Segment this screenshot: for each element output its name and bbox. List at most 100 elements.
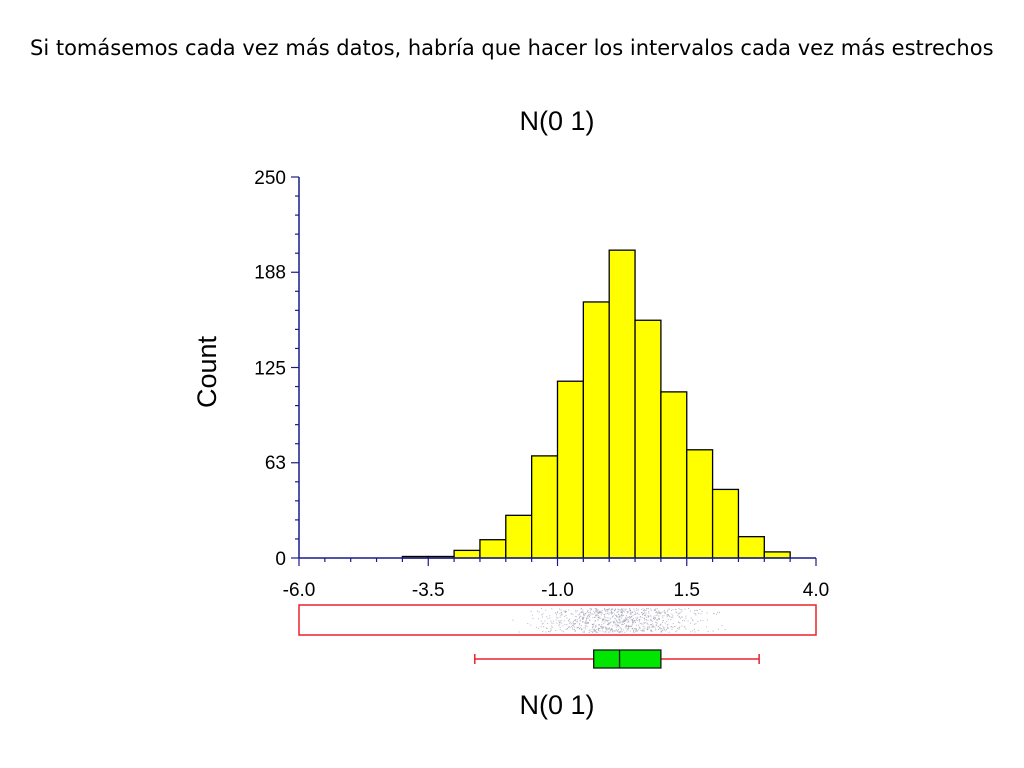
strip-point [612, 612, 614, 614]
strip-point [560, 609, 562, 611]
strip-point [658, 610, 660, 612]
strip-point [608, 619, 610, 621]
strip-point [592, 631, 594, 633]
strip-point [646, 622, 648, 624]
strip-point [589, 608, 591, 610]
strip-point [592, 613, 594, 615]
strip-point [606, 617, 608, 619]
strip-point [636, 617, 638, 619]
strip-point [615, 630, 617, 632]
strip-point [666, 620, 668, 622]
strip-point [699, 609, 701, 611]
strip-point [649, 627, 651, 629]
strip-point [535, 626, 537, 628]
strip-point [712, 630, 714, 632]
strip-point [620, 614, 622, 616]
strip-point [681, 625, 683, 627]
strip-point [621, 613, 623, 615]
strip-point [598, 624, 600, 626]
strip-point [650, 614, 652, 616]
strip-point [659, 628, 661, 630]
strip-point [574, 626, 576, 628]
strip-point [653, 609, 655, 611]
strip-point [582, 618, 584, 620]
strip-point [631, 611, 633, 613]
strip-point [624, 620, 626, 622]
strip-point [616, 620, 618, 622]
strip-point [675, 631, 677, 633]
strip-point [596, 631, 598, 633]
strip-point [617, 625, 619, 627]
strip-point [660, 623, 662, 625]
strip-point [620, 616, 622, 618]
strip-point [577, 614, 579, 616]
strip-point [619, 620, 621, 622]
strip-point [580, 625, 582, 627]
strip-point [595, 610, 597, 611]
strip-point [614, 613, 616, 615]
strip-point [630, 613, 632, 615]
strip-point [620, 612, 622, 614]
strip-point [560, 615, 562, 617]
strip-point [598, 617, 600, 619]
strip-point [538, 627, 540, 629]
strip-point [582, 631, 584, 633]
strip-point [601, 630, 603, 632]
y-tick-label: 125 [254, 359, 286, 380]
strip-point [559, 622, 561, 624]
strip-point [597, 627, 599, 629]
strip-point [635, 631, 637, 633]
strip-point [574, 619, 576, 621]
strip-point [582, 621, 584, 623]
strip-point [638, 629, 640, 631]
strip-point [667, 614, 669, 616]
strip-point [652, 625, 654, 627]
strip-point [629, 613, 631, 615]
strip-point [646, 619, 648, 621]
strip-point [566, 617, 568, 619]
strip-point [616, 615, 618, 617]
strip-point [678, 622, 680, 624]
strip-point [648, 611, 650, 613]
strip-point [621, 612, 623, 614]
strip-point [668, 627, 670, 629]
histogram-bar-10 [660, 391, 688, 559]
strip-point [575, 609, 577, 611]
strip-point [632, 619, 634, 621]
strip-point [549, 617, 551, 619]
strip-point [611, 612, 613, 614]
strip-point [607, 609, 609, 611]
strip-point [611, 608, 613, 610]
strip-point [678, 616, 680, 618]
strip-point [629, 608, 631, 610]
strip-point [627, 612, 629, 614]
strip-point [601, 621, 603, 623]
strip-point [585, 612, 587, 614]
strip-point [600, 626, 602, 628]
strip-point [590, 609, 592, 611]
strip-point [604, 617, 606, 619]
strip-point [550, 620, 552, 622]
strip-point [564, 611, 566, 613]
strip-point [590, 631, 592, 633]
strip-point [568, 626, 570, 628]
strip-point [636, 630, 638, 632]
strip-point [633, 610, 635, 612]
strip-point [558, 625, 560, 627]
strip-point [662, 630, 664, 632]
strip-point [617, 622, 619, 624]
strip-point [646, 629, 648, 631]
strip-point [617, 609, 619, 611]
strip-point [576, 619, 578, 621]
strip-point [660, 631, 662, 633]
strip-point [594, 620, 596, 622]
strip-point [642, 625, 644, 627]
strip-point [555, 619, 557, 621]
strip-point [618, 609, 620, 611]
strip-point [636, 624, 638, 626]
strip-point [610, 621, 612, 623]
strip-point [597, 615, 599, 617]
strip-point [638, 624, 640, 626]
strip-point [626, 628, 628, 630]
strip-point [622, 629, 624, 631]
